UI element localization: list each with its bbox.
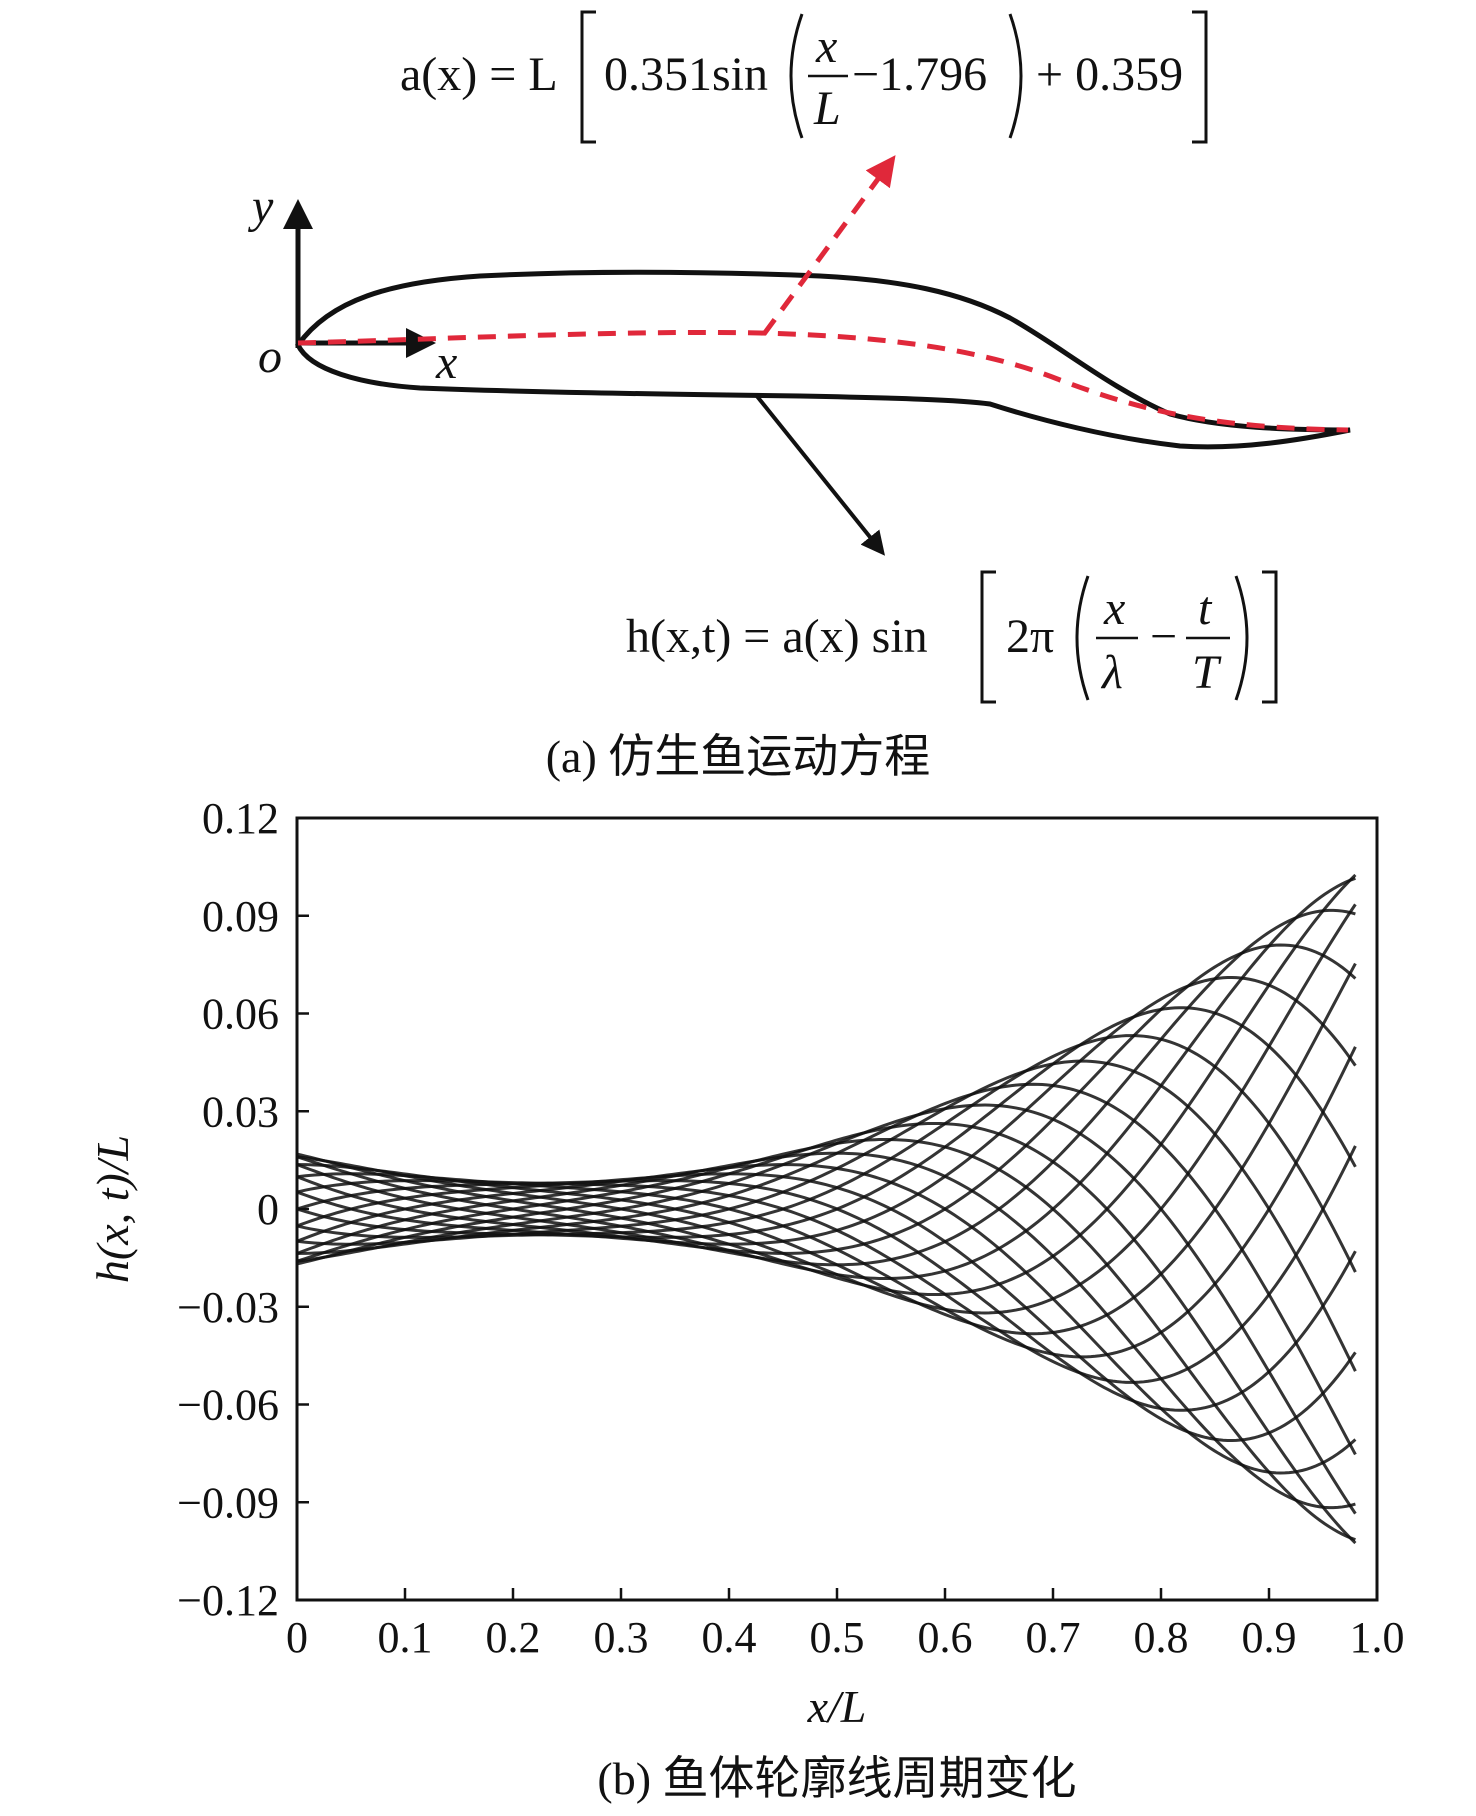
- eq-amplitude-frac-den: L: [813, 82, 841, 135]
- profile-curve: [297, 943, 1357, 1255]
- eq-amplitude-coef: 0.351sin: [604, 48, 768, 101]
- y-axis-title: h(x, t)/L: [87, 1135, 138, 1283]
- x-tick-label: 0: [286, 1613, 308, 1662]
- eq-amplitude-left-bracket: [580, 10, 596, 144]
- y-tick-label: 0.09: [202, 892, 279, 941]
- profile-curves: [297, 873, 1357, 1545]
- eq-amplitude-right-bracket: [1192, 10, 1208, 144]
- x-tick-label: 0.9: [1242, 1613, 1297, 1662]
- y-tick-label: 0.06: [202, 990, 279, 1039]
- x-tick-label: 0.8: [1134, 1613, 1189, 1662]
- eq-amplitude-right-paren: [1008, 13, 1023, 139]
- x-tick-label: 0.1: [378, 1613, 433, 1662]
- x-tick-label: 0.7: [1026, 1613, 1081, 1662]
- profile-curve: [297, 1145, 1357, 1384]
- x-tick-label: 0.5: [810, 1613, 865, 1662]
- panel-a: a(x) = L 0.351sin x L −1.796 + 0.359 y x…: [247, 10, 1351, 782]
- y-tick-label: −0.09: [177, 1478, 279, 1527]
- profile-curve: [297, 873, 1357, 1297]
- profile-curve: [297, 1179, 1357, 1412]
- amplitude-pointer-arrow: [761, 155, 896, 336]
- y-tick-label: 0: [257, 1185, 279, 1234]
- eq-amplitude-left-paren: [789, 13, 804, 139]
- x-tick-label: 0.3: [594, 1613, 649, 1662]
- profile-curve: [297, 908, 1356, 1267]
- x-tick-label: 0.2: [486, 1613, 541, 1662]
- eq-wave-frac1-den: λ: [1100, 646, 1123, 699]
- y-tick-label: 0.12: [202, 794, 279, 843]
- eq-wave-right-bracket: [1262, 570, 1278, 704]
- profile-curve: [297, 1034, 1357, 1273]
- profile-curve: [297, 1163, 1357, 1475]
- eq-wave-left-paren: [1075, 575, 1090, 701]
- eq-wave-left-bracket: [980, 570, 996, 704]
- y-tick-label: 0.03: [202, 1087, 279, 1136]
- x-axis-ticks: 0 0.1 0.2 0.3 0.4 0.5 0.6 0.7 0.8 0.9 1.0: [286, 1588, 1405, 1662]
- eq-amplitude-frac-num: x: [815, 20, 837, 73]
- origin-label: o: [258, 330, 282, 383]
- profile-curve: [297, 975, 1357, 1246]
- profile-curve: [297, 1172, 1357, 1443]
- eq-wave-lhs: h(x,t) = a(x) sin: [626, 610, 928, 663]
- eq-wave-frac2-num: t: [1198, 582, 1213, 635]
- panel-a-caption: (a) 仿生鱼运动方程: [546, 731, 931, 782]
- profile-curve: [297, 1103, 1357, 1515]
- eq-amplitude-lhs: a(x) = L: [400, 48, 558, 101]
- fish-midline: [297, 329, 1349, 433]
- y-tick-label: −0.03: [177, 1283, 279, 1332]
- profile-curve: [297, 1121, 1357, 1545]
- y-tick-label: −0.06: [177, 1381, 279, 1430]
- x-axis-title: x/L: [807, 1681, 867, 1732]
- profile-curve: [297, 1006, 1357, 1239]
- panel-b-caption: (b) 鱼体轮廓线周期变化: [597, 1753, 1076, 1804]
- panel-b-chart: 0 0.1 0.2 0.3 0.4 0.5 0.6 0.7 0.8 0.9 1.0 0.12 0.09…: [87, 794, 1405, 1804]
- x-axis-label: x: [435, 336, 457, 389]
- equation-wave: h(x,t) = a(x) sin 2π x λ − t T: [626, 570, 1278, 704]
- eq-wave-frac2-den: T: [1192, 646, 1222, 699]
- x-tick-label: 0.4: [702, 1613, 757, 1662]
- y-axis-ticks: 0.12 0.09 0.06 0.03 0 −0.03 −0.06 −0.09 −0.12: [177, 794, 309, 1625]
- eq-amplitude-phase: −1.796: [852, 48, 987, 101]
- equation-amplitude: a(x) = L 0.351sin x L −1.796 + 0.359: [400, 10, 1208, 144]
- profile-curve: [297, 1137, 1356, 1542]
- eq-wave-two-pi: 2π: [1006, 610, 1054, 663]
- eq-wave-minus: −: [1150, 610, 1177, 663]
- profile-curve: [297, 876, 1356, 1281]
- eq-wave-frac1-num: x: [1103, 582, 1125, 635]
- y-tick-label: −0.12: [177, 1576, 279, 1625]
- eq-amplitude-offset: + 0.359: [1036, 48, 1183, 101]
- y-axis-label: y: [247, 180, 274, 233]
- x-tick-label: 0.6: [918, 1613, 973, 1662]
- eq-wave-right-paren: [1234, 575, 1249, 701]
- profile-curve: [297, 1151, 1356, 1510]
- wave-pointer-arrow: [754, 393, 886, 556]
- x-tick-label: 1.0: [1350, 1613, 1405, 1662]
- profile-curve: [297, 903, 1357, 1315]
